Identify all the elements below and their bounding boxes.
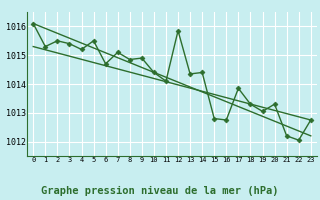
Text: Graphe pression niveau de la mer (hPa): Graphe pression niveau de la mer (hPa) <box>41 186 279 196</box>
